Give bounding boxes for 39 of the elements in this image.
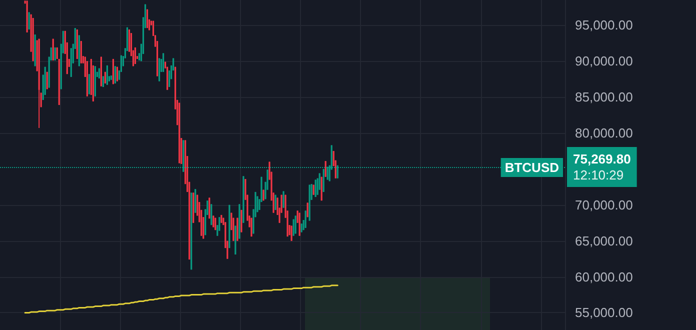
line-series bbox=[24, 284, 338, 314]
candlestick bbox=[168, 70, 170, 88]
candlestick bbox=[88, 74, 90, 95]
candlestick bbox=[28, 12, 30, 30]
candlestick bbox=[232, 217, 234, 242]
y-tick-label: 55,000.00 bbox=[575, 305, 633, 320]
y-tick-label: 85,000.00 bbox=[575, 90, 633, 105]
y-tick-label: 70,000.00 bbox=[575, 197, 633, 212]
ref-line-label: 75,269.80 bbox=[573, 152, 631, 167]
y-tick-label: 95,000.00 bbox=[575, 18, 633, 33]
candlestick bbox=[52, 38, 54, 61]
candlestick bbox=[324, 160, 326, 178]
candlestick bbox=[162, 52, 164, 72]
candlestick bbox=[80, 40, 82, 64]
candlestick bbox=[298, 212, 300, 236]
y-tick-label: 60,000.00 bbox=[575, 269, 633, 284]
candlestick bbox=[306, 202, 308, 218]
candlestick bbox=[158, 58, 160, 82]
candlestick bbox=[54, 46, 56, 61]
candlestick bbox=[208, 197, 210, 220]
candlestick bbox=[314, 179, 316, 198]
candlestick bbox=[290, 225, 292, 242]
candlestick bbox=[128, 28, 130, 52]
candlestick bbox=[194, 188, 196, 214]
candlestick bbox=[166, 66, 168, 90]
text: BTCUSD bbox=[504, 160, 560, 176]
candlestick bbox=[114, 66, 116, 84]
candlestick bbox=[106, 64, 108, 86]
candlestick bbox=[294, 215, 296, 234]
y-tick-label: 65,000.00 bbox=[575, 233, 633, 248]
candlestick bbox=[134, 46, 136, 64]
text: 12:10:29 bbox=[573, 168, 624, 183]
candlestick bbox=[102, 76, 104, 88]
candlestick bbox=[236, 217, 238, 242]
y-tick-label: 90,000.00 bbox=[575, 54, 633, 69]
candlestick bbox=[304, 210, 306, 228]
y-tick-label: 80,000.00 bbox=[575, 126, 633, 141]
candlestick bbox=[316, 178, 318, 196]
candlestick bbox=[210, 204, 212, 226]
